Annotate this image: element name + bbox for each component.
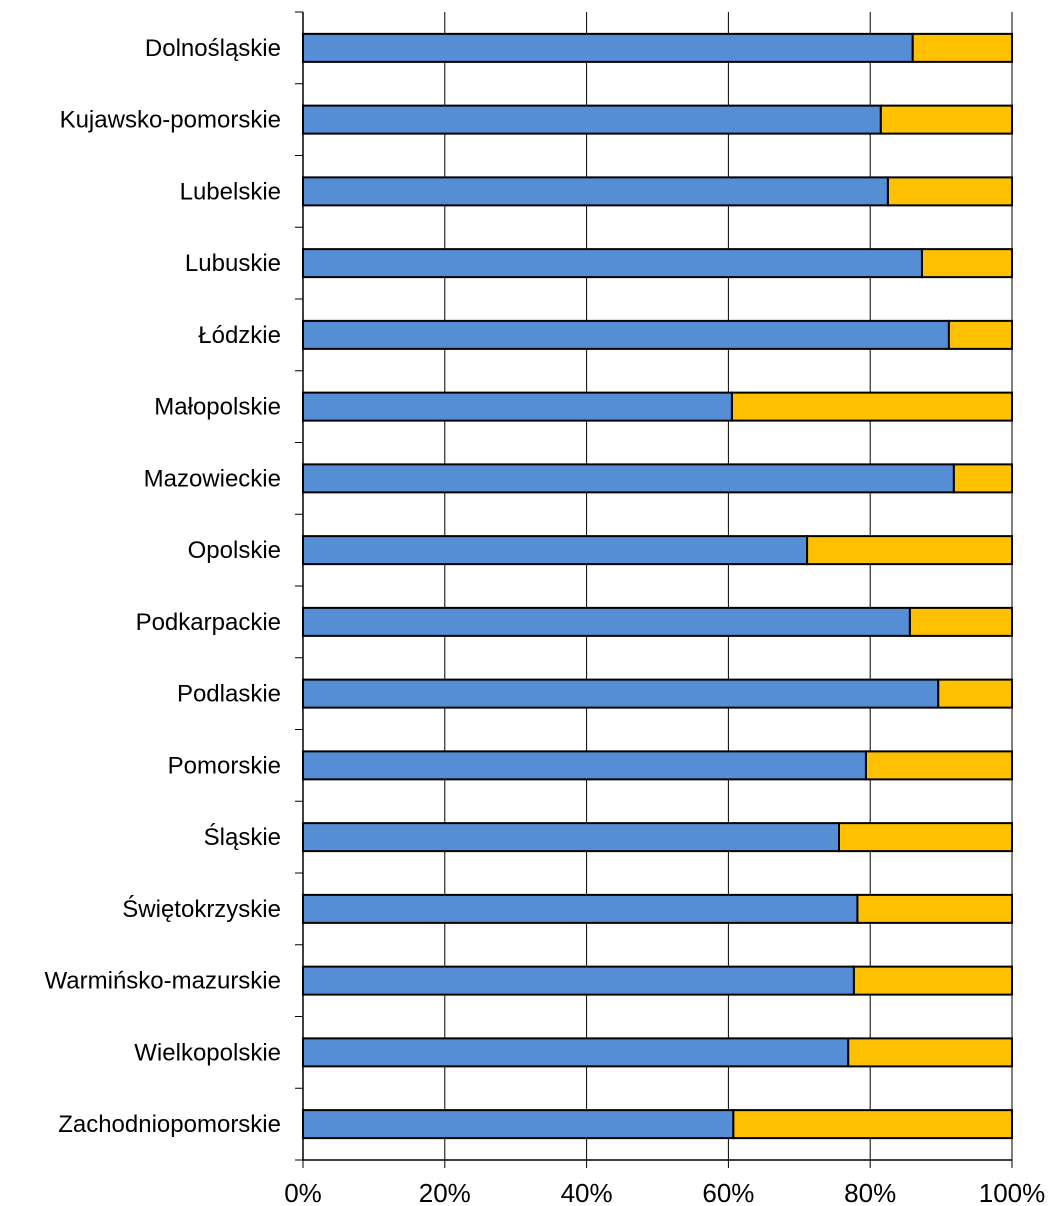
category-label: Lubelskie: [180, 178, 281, 205]
category-label: Lubuskie: [185, 250, 281, 277]
bar-segment-2: [952, 463, 1013, 494]
category-label: Warmińsko-mazurskie: [45, 968, 281, 995]
bar-segment-2: [911, 32, 1013, 63]
category-label: Pomorskie: [168, 752, 281, 779]
category-label: Dolnośląskie: [145, 35, 281, 62]
bar-segment-2: [852, 965, 1013, 996]
bar-segment-2: [908, 606, 1013, 637]
bar-segment-2: [879, 104, 1014, 135]
bar-segment-2: [937, 678, 1013, 709]
bar-segment-1: [302, 678, 940, 709]
bar-segment-1: [302, 535, 809, 566]
category-label: Opolskie: [188, 537, 281, 564]
bar-segment-2: [856, 893, 1013, 924]
x-tick-label: 20%: [419, 1178, 471, 1206]
category-label: Podkarpackie: [136, 609, 281, 636]
category-label: Podlaskie: [177, 681, 281, 708]
category-label: Łódzkie: [198, 322, 281, 349]
category-label: Mazowieckie: [144, 465, 281, 492]
x-tick-label: 80%: [844, 1178, 896, 1206]
bar-segment-1: [302, 176, 889, 207]
bar-segment-2: [847, 1037, 1014, 1068]
bar-segment-2: [864, 750, 1013, 781]
bar-segment-2: [730, 391, 1013, 422]
bar-segment-1: [302, 248, 923, 279]
x-tick-label: 60%: [702, 1178, 754, 1206]
category-label: Wielkopolskie: [134, 1039, 281, 1066]
category-label: Śląskie: [204, 823, 281, 851]
x-tick-label: 100%: [979, 1178, 1046, 1206]
bar-segment-2: [886, 176, 1013, 207]
bar-segment-1: [302, 463, 955, 494]
bar-segment-1: [302, 104, 882, 135]
bar-segment-2: [947, 319, 1013, 350]
bar-segment-2: [806, 535, 1013, 566]
category-label: Kujawsko-pomorskie: [60, 107, 281, 134]
x-tick-label: 40%: [561, 1178, 613, 1206]
bar-segment-1: [302, 391, 733, 422]
bar-segment-2: [838, 822, 1014, 853]
bar-segment-1: [302, 822, 841, 853]
bar-segment-1: [302, 965, 855, 996]
category-label: Zachodniopomorskie: [58, 1111, 281, 1138]
bars: [302, 32, 1014, 1140]
bar-segment-1: [302, 1109, 735, 1140]
bar-segment-1: [302, 32, 914, 63]
bar-segment-2: [920, 248, 1013, 279]
category-label: Małopolskie: [154, 394, 281, 421]
bar-segment-1: [302, 893, 859, 924]
x-tick-label: 0%: [284, 1178, 322, 1206]
bar-segment-1: [302, 750, 867, 781]
labels: 0% 20% 40% 60% 80% 100% Dolnośląskie Kujawsko-p…: [45, 35, 1046, 1206]
bar-segment-2: [732, 1109, 1013, 1140]
bar-segment-1: [302, 606, 911, 637]
axes: [295, 11, 1013, 1168]
bar-segment-1: [302, 319, 950, 350]
category-label: Świętokrzyskie: [122, 895, 281, 923]
bar-segment-1: [302, 1037, 850, 1068]
